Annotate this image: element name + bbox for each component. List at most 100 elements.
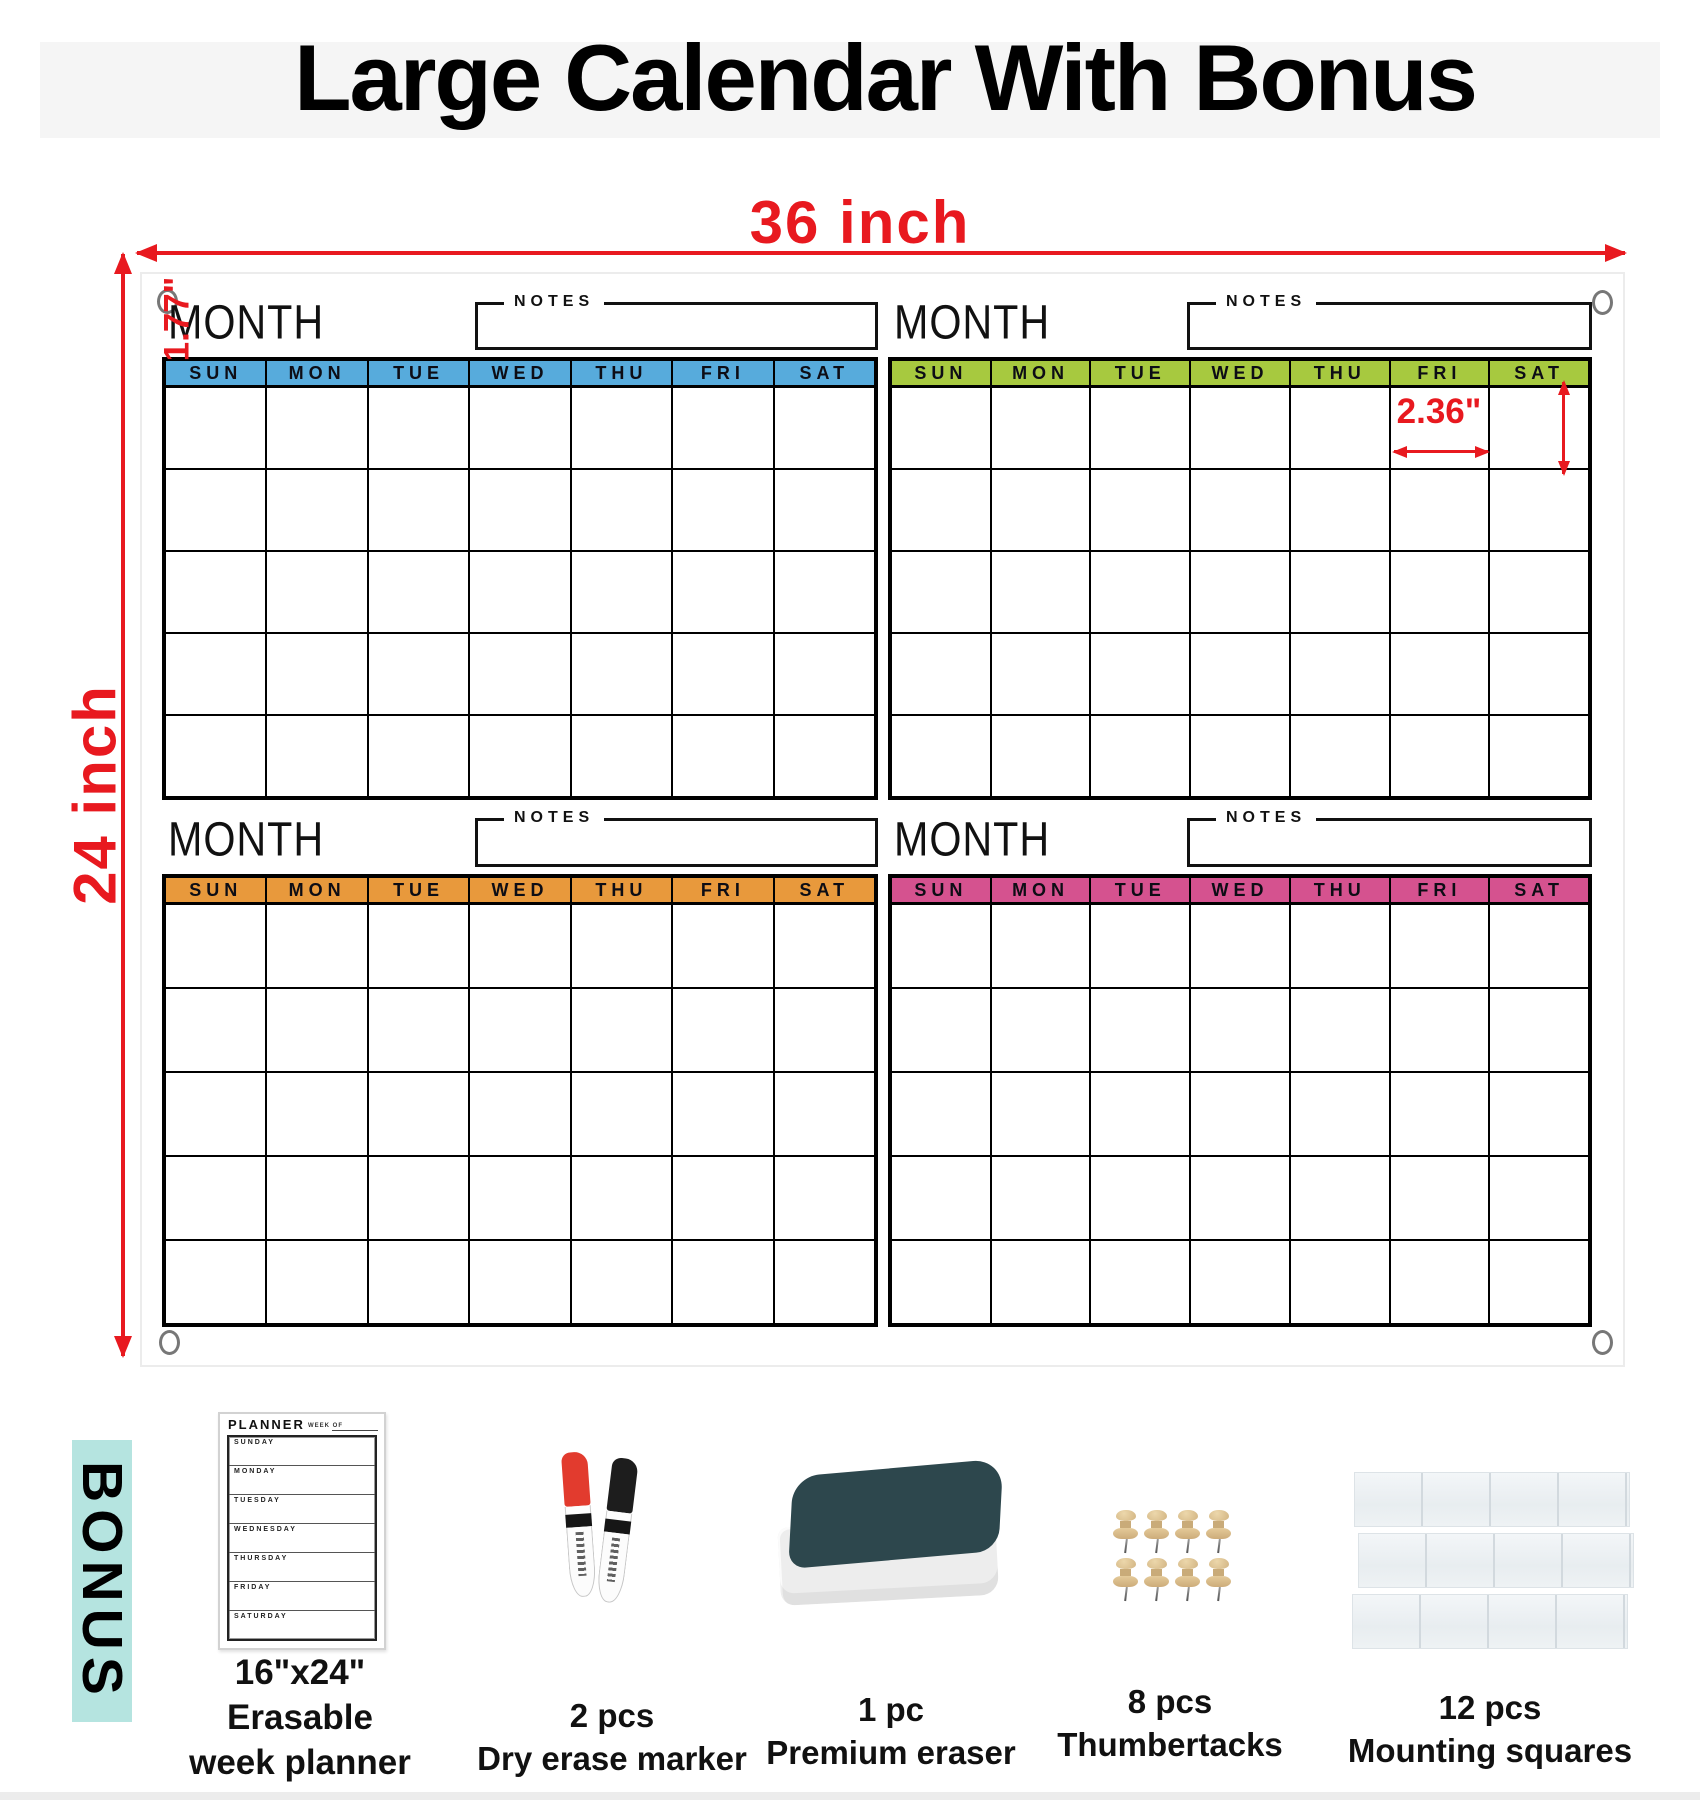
day-cell xyxy=(1389,904,1490,988)
day-cell xyxy=(165,469,267,551)
month-label: MONTH xyxy=(168,813,325,867)
day-cell xyxy=(570,1072,673,1156)
day-cell xyxy=(1190,1072,1290,1156)
month-table: SUN MON TUE WED THU FRI SAT xyxy=(888,874,1592,1327)
planner-row: THURSDAY xyxy=(229,1553,375,1582)
day-cell xyxy=(1389,988,1490,1072)
day-cell xyxy=(773,1072,875,1156)
day-cell xyxy=(469,469,571,551)
caption-thumbtacks: 8 pcs Thumbertacks xyxy=(1000,1680,1340,1766)
bottom-edge-band xyxy=(0,1792,1700,1800)
day-cell xyxy=(266,551,368,633)
day-cell xyxy=(570,1156,673,1240)
day-cell xyxy=(1289,1072,1390,1156)
day-cell xyxy=(266,904,368,988)
day-cell xyxy=(1190,551,1290,633)
day-cell xyxy=(367,387,470,469)
thumbtack xyxy=(1174,1510,1201,1554)
thumbtack xyxy=(1112,1510,1139,1554)
day-cell xyxy=(672,551,774,633)
calendar-board: MONTH NOTES SUN MON TUE WED THU FRI SAT MONTH NOT… xyxy=(140,272,1625,1367)
day-header-tue: TUE xyxy=(1090,360,1191,387)
month-label: MONTH xyxy=(168,296,325,350)
day-cell xyxy=(165,551,267,633)
day-cell xyxy=(891,904,991,988)
height-dimension-arrow xyxy=(121,254,125,1356)
day-header-sun: SUN xyxy=(891,877,991,904)
day-cell xyxy=(266,469,368,551)
day-cell xyxy=(1090,469,1191,551)
day-cell xyxy=(469,904,571,988)
day-cell xyxy=(891,1072,991,1156)
day-cell xyxy=(1289,1156,1390,1240)
day-header-thu: THU xyxy=(1289,877,1390,904)
day-cell xyxy=(570,551,673,633)
day-header-mon: MON xyxy=(990,360,1091,387)
day-cell xyxy=(990,633,1091,715)
day-cell xyxy=(990,469,1091,551)
notes-box: NOTES xyxy=(475,293,878,350)
day-cell xyxy=(672,633,774,715)
day-cell xyxy=(1090,1072,1191,1156)
day-header-sat: SAT xyxy=(1489,360,1589,387)
caption-markers: 2 pcs Dry erase marker xyxy=(442,1694,782,1780)
day-header-thu: THU xyxy=(570,360,673,387)
day-cell xyxy=(469,551,571,633)
day-cell xyxy=(367,1072,470,1156)
day-cell xyxy=(367,551,470,633)
planner-row: WEDNESDAY xyxy=(229,1524,375,1553)
notes-label: NOTES xyxy=(504,293,605,311)
day-cell xyxy=(1090,633,1191,715)
day-header-wed: WED xyxy=(1190,877,1290,904)
day-cell xyxy=(367,469,470,551)
thumbtack xyxy=(1205,1510,1232,1554)
planner-row: TUESDAY xyxy=(229,1495,375,1524)
eraser-pad xyxy=(788,1458,1004,1570)
notes-box: NOTES xyxy=(475,809,878,867)
notes-label: NOTES xyxy=(1216,293,1317,311)
day-cell xyxy=(1090,904,1191,988)
day-cell xyxy=(570,988,673,1072)
day-cell xyxy=(672,904,774,988)
day-cell xyxy=(165,1156,267,1240)
month-label: MONTH xyxy=(894,296,1051,350)
width-dimension-label: 36 inch xyxy=(749,189,971,256)
notes-label: NOTES xyxy=(504,809,605,827)
planner-day-label: WEDNESDAY xyxy=(234,1526,297,1533)
day-cell xyxy=(266,1240,368,1324)
day-cell xyxy=(773,988,875,1072)
day-cell xyxy=(266,633,368,715)
month-table: SUN MON TUE WED THU FRI SAT xyxy=(162,874,878,1327)
day-cell xyxy=(1389,1072,1490,1156)
page-title: Large Calendar With Bonus xyxy=(294,25,1478,130)
day-cell xyxy=(1489,1240,1589,1324)
day-cell xyxy=(1489,1072,1589,1156)
day-cell xyxy=(1489,551,1589,633)
day-header-sun: SUN xyxy=(165,877,267,904)
grommet-top-left xyxy=(157,289,178,314)
day-cell xyxy=(990,387,1091,469)
day-cell xyxy=(990,988,1091,1072)
day-cell xyxy=(891,387,991,469)
day-cell xyxy=(1289,387,1390,469)
planner-row: SUNDAY xyxy=(229,1437,375,1466)
day-cell xyxy=(1289,904,1390,988)
planner-row: FRIDAY xyxy=(229,1582,375,1611)
day-cell xyxy=(570,904,673,988)
day-cell xyxy=(469,1156,571,1240)
thumbtacks-group xyxy=(1112,1510,1232,1602)
day-cell xyxy=(990,904,1091,988)
month-table: SUN MON TUE WED THU FRI SAT xyxy=(888,357,1592,800)
day-cell xyxy=(891,633,991,715)
day-cell xyxy=(1489,715,1589,797)
day-header-wed: WED xyxy=(469,877,571,904)
day-header-mon: MON xyxy=(990,877,1091,904)
day-header-fri: FRI xyxy=(1389,877,1490,904)
planner-week-of-line xyxy=(332,1430,378,1431)
caption-line: 12 pcs xyxy=(1438,1689,1542,1726)
day-cell xyxy=(367,633,470,715)
day-cell xyxy=(165,387,267,469)
day-cell xyxy=(773,633,875,715)
day-cell xyxy=(990,1240,1091,1324)
